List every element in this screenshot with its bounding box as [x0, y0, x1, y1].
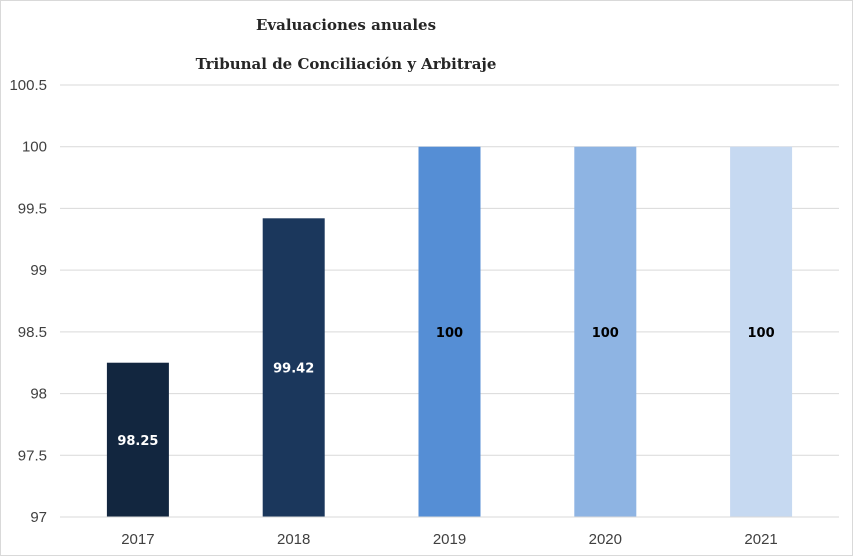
- chart-subtitle: Tribunal de Conciliación y Arbitraje: [195, 55, 497, 73]
- data-label: 100: [592, 326, 619, 341]
- bar: [262, 218, 325, 517]
- chart-title: Evaluaciones anuales: [255, 16, 437, 34]
- bar: [106, 362, 169, 517]
- x-tick-label: 2019: [433, 531, 466, 548]
- y-tick-label: 99: [30, 262, 47, 279]
- x-tick-label: 2017: [121, 531, 154, 548]
- y-tick-label: 98: [30, 386, 47, 403]
- y-tick-label: 97.5: [18, 447, 47, 464]
- y-tick-label: 98.5: [18, 324, 47, 341]
- data-label: 99.42: [273, 362, 314, 377]
- bar: [574, 146, 637, 517]
- bar: [418, 146, 481, 517]
- y-tick-label: 100: [22, 139, 47, 156]
- bar: [730, 146, 793, 517]
- x-tick-label: 2020: [589, 531, 622, 548]
- data-label: 100: [748, 326, 775, 341]
- y-tick-label: 99.5: [18, 200, 47, 217]
- data-label: 98.25: [117, 434, 158, 449]
- x-tick-label: 2018: [277, 531, 310, 548]
- x-tick-label: 2021: [744, 531, 777, 548]
- y-tick-label: 100.5: [9, 77, 47, 94]
- data-label: 100: [436, 326, 463, 341]
- y-tick-label: 97: [30, 509, 47, 526]
